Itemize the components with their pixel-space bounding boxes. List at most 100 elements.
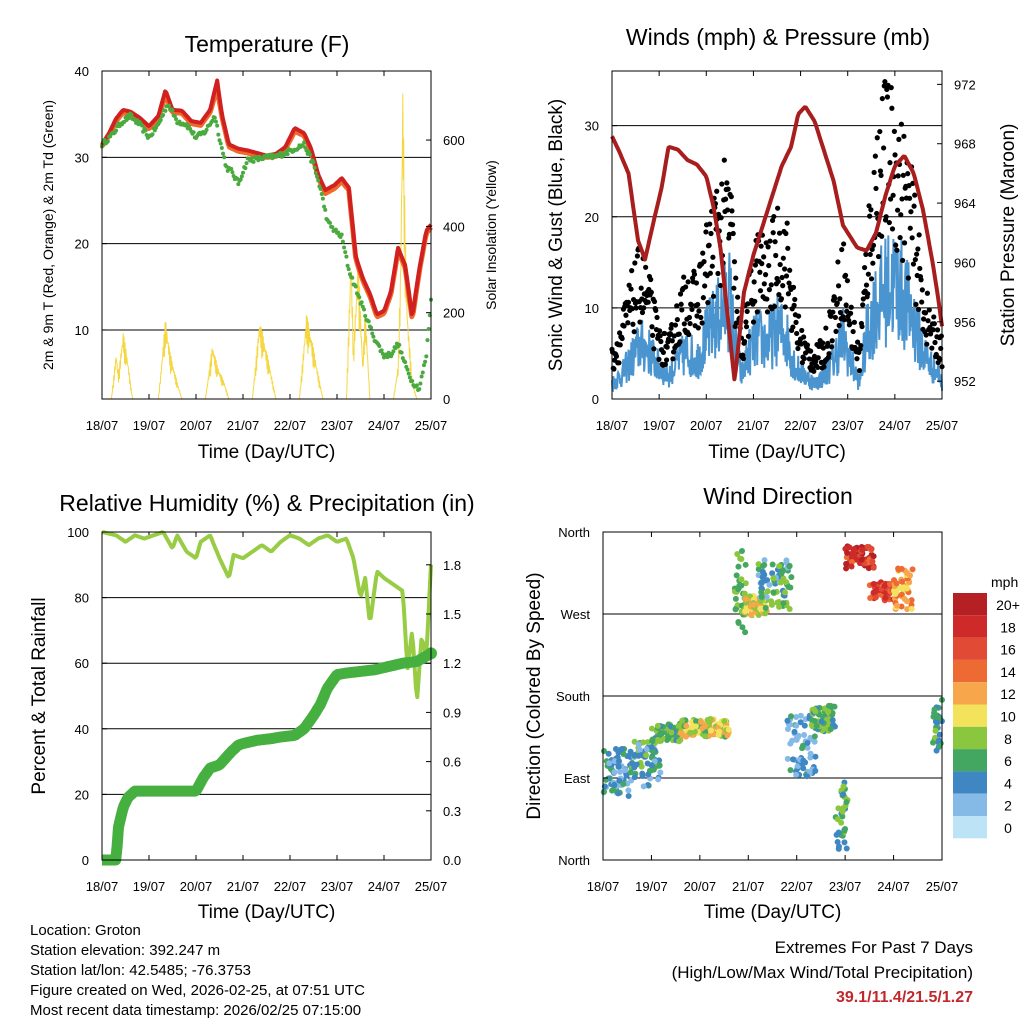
wind-direction-point [807, 750, 814, 757]
dewpoint-point [327, 220, 332, 225]
wind-direction-point [870, 553, 877, 560]
gust-point [917, 265, 923, 272]
extremes-title: Extremes For Past 7 Days [774, 938, 973, 957]
colorbar-swatch [953, 749, 987, 772]
gust-point [886, 219, 892, 226]
y-right-tick-label: 956 [954, 315, 976, 330]
wind-direction-point [622, 767, 629, 774]
gust-point [918, 277, 924, 283]
y-right-tick-label: 400 [443, 219, 465, 234]
dewpoint-point [219, 145, 224, 150]
wind-direction-point [801, 722, 808, 729]
y-right-tick-label: 968 [954, 137, 976, 152]
dewpoint-point [343, 250, 348, 255]
x-tick-label: 20/07 [180, 418, 213, 433]
colorbar-swatch [953, 682, 987, 705]
gust-point [938, 345, 944, 352]
gust-point [899, 196, 905, 202]
wind-direction-point [811, 733, 818, 740]
gust-point [775, 205, 781, 211]
wind-direction-point [648, 762, 655, 769]
gust-point [911, 203, 917, 209]
dewpoint-point [285, 152, 290, 157]
dewpoint-point [215, 123, 220, 128]
gust-point [926, 307, 932, 313]
wind-direction-point [849, 549, 856, 556]
gust-point [801, 334, 807, 340]
dewpoint-point [339, 232, 344, 237]
dewpoint-point [244, 161, 249, 166]
dewpoint-point [158, 117, 163, 122]
gust-point [742, 338, 748, 345]
colorbar-swatch [953, 593, 987, 616]
gust-point [909, 235, 915, 241]
y-right-tick-label: 1.5 [443, 607, 461, 622]
wind-direction-point [788, 574, 795, 581]
x-tick-label: 23/07 [321, 418, 354, 433]
wind-direction-point [886, 580, 893, 587]
wind-direction-point [616, 758, 623, 765]
wind-direction-point [762, 577, 769, 584]
y-right-tick-label: 0.6 [443, 755, 461, 770]
gust-point [823, 325, 829, 331]
gust-point [787, 267, 793, 273]
gust-point [919, 299, 925, 305]
dewpoint-point [403, 360, 408, 365]
gust-point [894, 247, 900, 253]
gust-point [908, 209, 914, 215]
wind-direction-point [677, 729, 684, 736]
gust-point [678, 301, 684, 307]
gust-point [700, 295, 706, 301]
gust-point [772, 239, 778, 245]
dewpoint-point [318, 186, 323, 191]
wind-direction-point [848, 558, 855, 565]
gust-point [900, 257, 906, 264]
wind-direction-point [908, 597, 915, 604]
gust-point [793, 319, 799, 325]
wind-direction-point [834, 816, 841, 823]
y-right-tick-label: 964 [954, 196, 976, 211]
wind-direction-point [706, 719, 713, 726]
gust-point [695, 325, 701, 331]
gust-point [875, 253, 882, 260]
gust-point [745, 333, 752, 339]
gust-point [934, 327, 941, 333]
y-right-tick-label: 0.9 [443, 705, 461, 720]
gust-point [710, 293, 717, 299]
dewpoint-point [407, 375, 412, 380]
gust-point [833, 328, 839, 334]
wind-direction-point [648, 725, 655, 732]
wind-direction-point [899, 578, 906, 585]
dewpoint-point [424, 354, 429, 359]
gust-point [616, 360, 622, 366]
dewpoint-point [340, 239, 345, 244]
wind-direction-point [858, 556, 865, 563]
gust-point [761, 254, 767, 260]
wind-direction-point [784, 725, 791, 732]
colorbar-tick-label: 2 [1004, 798, 1012, 814]
wind-direction-point [829, 717, 836, 724]
y-tick-label: 20 [585, 210, 599, 225]
wind-direction-point [812, 708, 819, 715]
x-tick-label: 23/07 [831, 418, 864, 433]
wind-direction-point [793, 713, 800, 720]
gust-point [924, 290, 931, 296]
dewpoint-point [139, 123, 144, 128]
wind-direction-point [716, 728, 723, 735]
latlon-text: Station lat/lon: 42.5485; -76.3753 [30, 962, 252, 979]
wind-direction-point [799, 745, 806, 752]
wind-direction-point [763, 594, 770, 601]
gust-point [628, 286, 634, 292]
wind-direction-point [665, 735, 672, 742]
gust-point [707, 270, 713, 276]
wind-direction-point [750, 601, 757, 608]
plot-border [611, 70, 943, 400]
gust-point [892, 152, 898, 158]
x-tick-label: 22/07 [784, 418, 817, 433]
gust-point [631, 329, 637, 335]
wind-direction-point [835, 805, 842, 812]
wind-direction-chart: Wind Direction Time (Day/UTC) Direction (C… [524, 483, 1020, 923]
y-tick-label: East [564, 771, 590, 786]
gust-point [626, 282, 632, 288]
dewpoint-point [210, 118, 215, 123]
